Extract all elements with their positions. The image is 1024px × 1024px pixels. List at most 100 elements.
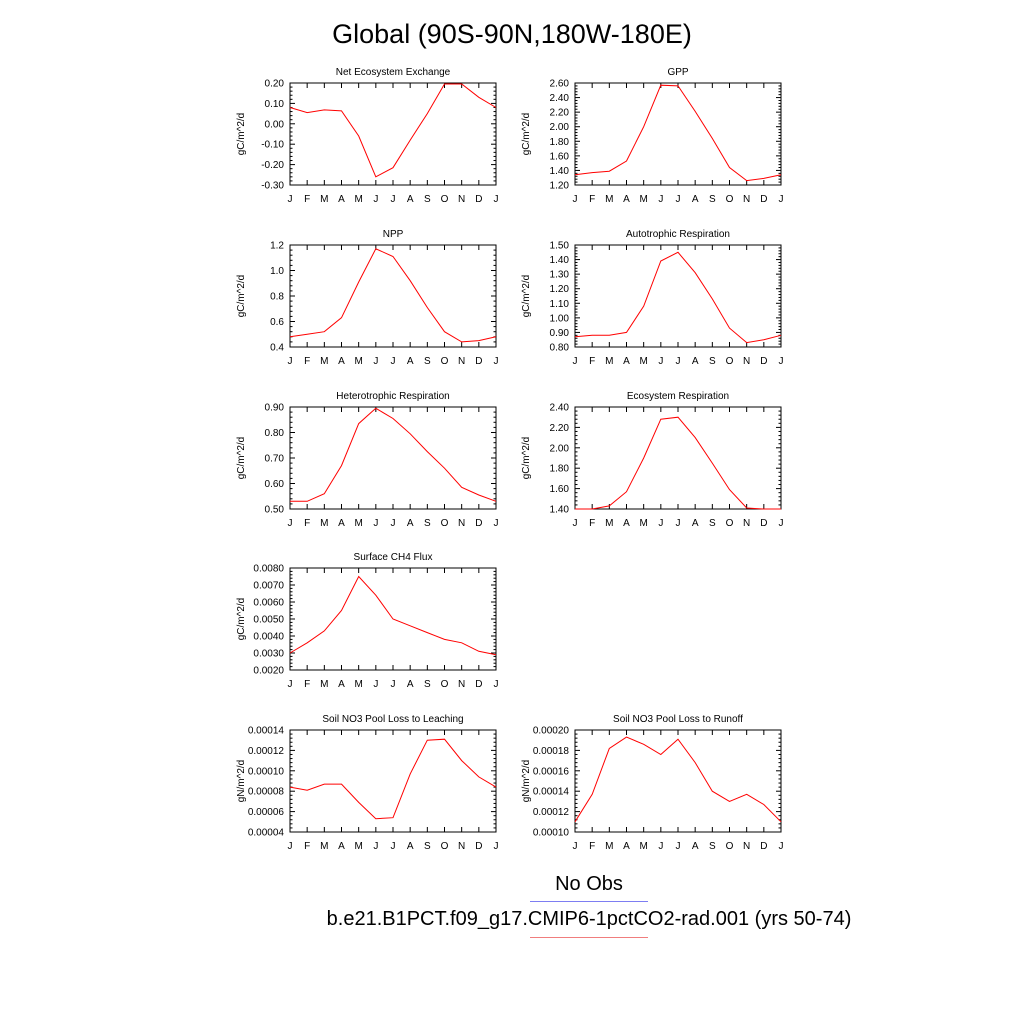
x-tick-label: J: [373, 194, 378, 205]
plot-frame: [289, 244, 497, 348]
y-tick-label: 0.00: [265, 119, 285, 130]
x-tick-label: D: [760, 194, 767, 205]
x-tick-label: N: [458, 841, 465, 852]
x-tick-label: A: [407, 518, 414, 529]
x-tick-label: J: [494, 679, 499, 690]
subplot-title: Soil NO3 Pool Loss to Leaching: [322, 714, 463, 725]
x-tick-label: J: [288, 194, 293, 205]
x-tick-label: J: [779, 356, 784, 367]
x-tick-label: M: [354, 356, 362, 367]
x-tick-label: O: [441, 194, 449, 205]
x-tick-label: A: [407, 194, 414, 205]
y-tick-label: 0.00018: [533, 746, 570, 757]
x-tick-label: O: [441, 356, 449, 367]
y-tick-label: 0.6: [270, 317, 284, 328]
x-tick-label: M: [354, 518, 362, 529]
subplot-title: Autotrophic Respiration: [626, 229, 730, 240]
x-tick-label: A: [338, 194, 345, 205]
x-tick-label: O: [726, 841, 734, 852]
x-tick-label: A: [692, 356, 699, 367]
x-tick-label: M: [354, 679, 362, 690]
x-tick-label: J: [779, 841, 784, 852]
y-tick-label: 0.00012: [248, 746, 285, 757]
y-tick-label: 0.90: [265, 403, 285, 414]
plot-frame: [574, 729, 782, 833]
x-tick-label: O: [441, 518, 449, 529]
x-tick-label: S: [424, 518, 431, 529]
y-tick-label: 1.10: [550, 299, 570, 310]
x-tick-label: J: [676, 356, 681, 367]
x-tick-label: S: [709, 841, 716, 852]
x-tick-label: A: [692, 841, 699, 852]
x-tick-label: D: [475, 679, 482, 690]
y-tick-label: 0.0030: [253, 649, 284, 660]
x-tick-label: J: [658, 194, 663, 205]
x-tick-label: A: [692, 518, 699, 529]
x-tick-label: M: [320, 356, 328, 367]
x-tick-label: J: [573, 356, 578, 367]
series-line: [289, 738, 497, 820]
x-tick-label: A: [623, 194, 630, 205]
x-tick-label: J: [658, 841, 663, 852]
x-tick-label: A: [407, 679, 414, 690]
y-tick-label: 0.8: [270, 292, 284, 303]
y-tick-label: 0.0070: [253, 581, 284, 592]
x-tick-label: A: [692, 194, 699, 205]
x-tick-label: S: [424, 841, 431, 852]
x-tick-label: J: [494, 841, 499, 852]
x-tick-label: F: [304, 518, 310, 529]
x-tick-label: F: [304, 356, 310, 367]
y-tick-label: 0.60: [265, 479, 285, 490]
x-tick-label: O: [726, 194, 734, 205]
y-tick-label: 1.00: [550, 313, 570, 324]
x-tick-label: O: [726, 356, 734, 367]
plot-frame: [289, 82, 497, 186]
figure-title: Global (90S-90N,180W-180E): [332, 19, 692, 49]
subplot-title: GPP: [667, 67, 688, 78]
y-tick-label: 1.80: [550, 464, 570, 475]
x-tick-label: J: [573, 518, 578, 529]
y-tick-label: 2.60: [550, 79, 570, 90]
x-tick-label: M: [605, 841, 613, 852]
y-axis-label: gC/m^2/d: [521, 113, 532, 156]
x-tick-label: J: [494, 356, 499, 367]
y-tick-label: 1.50: [550, 241, 570, 252]
y-tick-label: 0.70: [265, 454, 285, 465]
plot-frame: [574, 406, 782, 510]
x-tick-label: J: [288, 841, 293, 852]
x-tick-label: M: [320, 194, 328, 205]
x-tick-label: J: [494, 518, 499, 529]
x-tick-label: A: [623, 518, 630, 529]
x-tick-label: A: [338, 679, 345, 690]
x-tick-label: A: [338, 356, 345, 367]
x-tick-label: F: [589, 841, 595, 852]
y-tick-label: -0.30: [261, 181, 284, 192]
y-tick-label: 0.90: [550, 328, 570, 339]
x-tick-label: M: [320, 841, 328, 852]
series-line: [289, 575, 497, 656]
plot-frame: [574, 244, 782, 348]
y-tick-label: 1.2: [270, 241, 284, 252]
x-tick-label: F: [589, 356, 595, 367]
y-tick-label: 2.40: [550, 403, 570, 414]
x-tick-label: J: [373, 356, 378, 367]
y-axis-label: gC/m^2/d: [236, 437, 247, 480]
x-tick-label: F: [304, 194, 310, 205]
x-tick-label: O: [726, 518, 734, 529]
x-tick-label: J: [288, 518, 293, 529]
x-tick-label: N: [458, 356, 465, 367]
x-tick-label: J: [391, 518, 396, 529]
y-tick-label: 1.40: [550, 166, 570, 177]
x-tick-label: A: [338, 841, 345, 852]
series-line: [575, 416, 781, 510]
x-tick-label: J: [658, 356, 663, 367]
x-tick-label: F: [589, 518, 595, 529]
y-tick-label: 0.0050: [253, 615, 284, 626]
y-tick-label: 1.20: [550, 284, 570, 295]
x-tick-label: M: [605, 194, 613, 205]
y-tick-label: 2.00: [550, 122, 570, 133]
y-tick-label: 0.00004: [248, 828, 285, 839]
y-tick-label: 0.00014: [533, 787, 570, 798]
x-tick-label: N: [743, 356, 750, 367]
x-tick-label: M: [639, 194, 647, 205]
